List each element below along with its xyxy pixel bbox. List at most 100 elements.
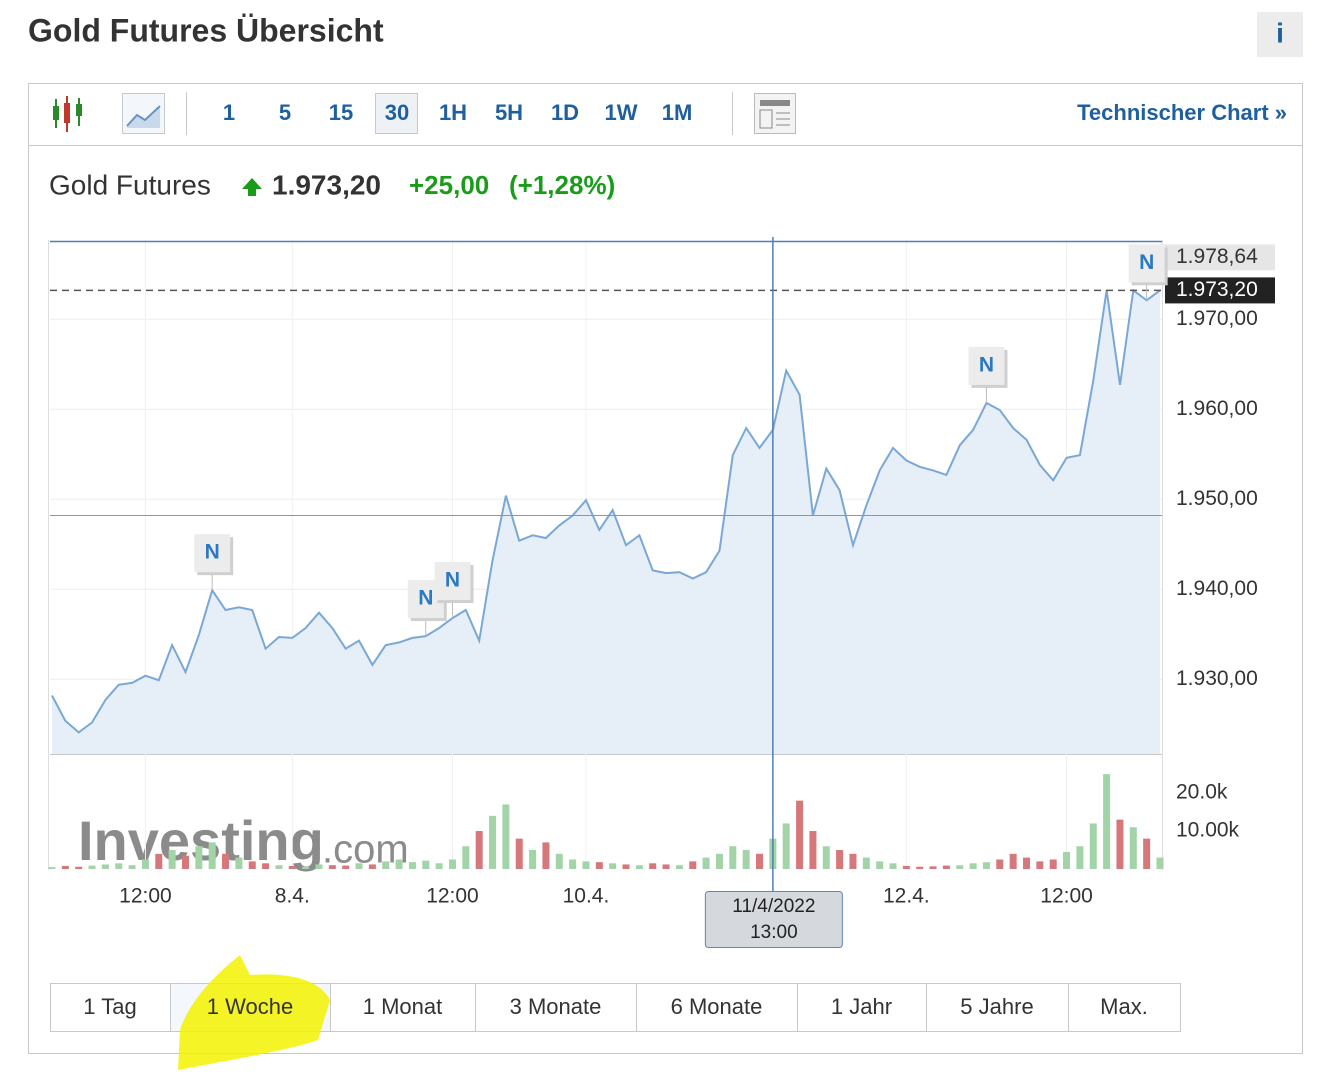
range-label[interactable]: 5 Jahre bbox=[960, 994, 1033, 1019]
interval-button[interactable]: 1H bbox=[439, 100, 467, 125]
volume-bar bbox=[302, 866, 310, 869]
range-label[interactable]: 1 Tag bbox=[83, 994, 136, 1019]
icon-body bbox=[64, 103, 70, 123]
technical-chart-link[interactable]: Technischer Chart » bbox=[1077, 100, 1287, 125]
volume-bar bbox=[222, 853, 230, 869]
x-tick-label: 8.4. bbox=[275, 885, 310, 908]
interval-button[interactable]: 1M bbox=[662, 100, 693, 125]
volume-bar bbox=[756, 853, 764, 869]
range-button[interactable] bbox=[797, 983, 927, 1032]
volume-bar bbox=[982, 862, 990, 869]
volume-bar bbox=[595, 862, 603, 869]
volume-bar bbox=[1036, 861, 1044, 869]
volume-bar bbox=[1103, 774, 1111, 869]
volume-bar bbox=[262, 863, 270, 869]
volume-bar bbox=[729, 846, 737, 869]
volume-bar bbox=[1143, 838, 1151, 869]
news-marker[interactable]: N bbox=[1128, 244, 1168, 301]
interval-button[interactable]: 5H bbox=[495, 100, 523, 125]
range-label[interactable]: 1 Monat bbox=[363, 994, 443, 1019]
interval-button[interactable]: 1D bbox=[551, 100, 579, 125]
volume-bar bbox=[836, 850, 844, 869]
volume-bar bbox=[609, 863, 617, 869]
price-area bbox=[52, 290, 1160, 754]
range-button[interactable] bbox=[50, 983, 171, 1032]
range-button[interactable] bbox=[636, 983, 798, 1032]
volume-bar bbox=[395, 859, 403, 869]
interval-button[interactable]: 1W bbox=[605, 100, 638, 125]
volume-bar bbox=[1156, 857, 1164, 869]
crosshair-label: 11/4/2022 bbox=[732, 896, 815, 917]
volume-bar bbox=[916, 866, 924, 869]
crosshair-label: 13:00 bbox=[750, 922, 798, 943]
quote-change: +25,00 bbox=[409, 170, 489, 200]
range-label[interactable]: 1 Woche bbox=[207, 994, 293, 1019]
range-button[interactable] bbox=[1068, 983, 1181, 1032]
volume-bar bbox=[315, 864, 323, 869]
news-label: N bbox=[418, 587, 433, 610]
volume-bar bbox=[942, 865, 950, 869]
range-button[interactable] bbox=[475, 983, 637, 1032]
x-tick-label: 10.4. bbox=[563, 885, 610, 908]
range-label[interactable]: 3 Monate bbox=[510, 994, 602, 1019]
volume-bar bbox=[569, 859, 577, 869]
news-box bbox=[434, 562, 471, 601]
volume-bar bbox=[75, 866, 83, 869]
interval-button[interactable]: 30 bbox=[375, 93, 418, 134]
volume-bar bbox=[649, 863, 657, 869]
volume-bar bbox=[529, 850, 537, 869]
line-icon[interactable] bbox=[122, 93, 165, 134]
crosshair-label-bg bbox=[704, 891, 843, 948]
y-tick-label: 1.970,00 bbox=[1176, 307, 1258, 330]
x-tick-label: 12.4. bbox=[883, 885, 930, 908]
volume-bar bbox=[929, 866, 937, 869]
interval-label: 1 bbox=[223, 100, 235, 125]
quote-line: Gold Futures 1.973,20 +25,00 (+1,28%) bbox=[49, 169, 615, 200]
volume-bar bbox=[1089, 823, 1097, 869]
news-marker[interactable]: N bbox=[434, 562, 474, 619]
y-tick-label: 1.930,00 bbox=[1176, 667, 1258, 690]
news-marker[interactable]: N bbox=[194, 534, 234, 591]
volume-bar bbox=[742, 850, 750, 869]
volume-bar bbox=[515, 838, 523, 869]
volume-bar bbox=[689, 861, 697, 869]
range-button[interactable] bbox=[926, 983, 1069, 1032]
interval-button[interactable]: 1 bbox=[223, 100, 235, 125]
volume-bar bbox=[635, 865, 643, 869]
volume-bar bbox=[195, 846, 203, 869]
news-box bbox=[968, 346, 1005, 385]
interval-button[interactable]: 15 bbox=[329, 100, 353, 125]
range-label[interactable]: Max. bbox=[1100, 994, 1148, 1019]
range-labels: 1 Tag 1 Woche 1 Monat 3 Monate 6 Monate 1 Jah… bbox=[83, 994, 1148, 1019]
last-label-bg bbox=[1165, 277, 1275, 304]
range-button[interactable] bbox=[330, 983, 476, 1032]
candle-icon[interactable] bbox=[53, 96, 82, 132]
layout-icon[interactable] bbox=[754, 93, 796, 134]
news-label: N bbox=[205, 541, 220, 564]
volume-bar bbox=[662, 864, 670, 869]
volume-bar bbox=[555, 853, 563, 869]
info-button[interactable]: i bbox=[1257, 12, 1303, 57]
news-marker[interactable]: N bbox=[968, 346, 1008, 403]
volume-bar bbox=[155, 853, 163, 869]
volume-bar bbox=[675, 865, 683, 869]
interval-label: 5H bbox=[495, 100, 523, 125]
range-label[interactable]: 1 Jahr bbox=[831, 994, 892, 1019]
interval-button[interactable]: 5 bbox=[279, 100, 291, 125]
interval-label: 1D bbox=[551, 100, 579, 125]
volume-bar bbox=[101, 864, 109, 869]
range-label[interactable]: 6 Monate bbox=[671, 994, 763, 1019]
volume-bar bbox=[48, 867, 56, 869]
volume-bar bbox=[969, 863, 977, 869]
last-label: 1.973,20 bbox=[1176, 278, 1258, 301]
y-tick-label: 1.950,00 bbox=[1176, 487, 1258, 510]
volume-bar bbox=[181, 855, 189, 869]
interval-bar: 1 5 15 30 1H 5H 1D 1W 1M bbox=[223, 93, 693, 134]
page-title: Gold Futures Übersicht bbox=[28, 12, 384, 48]
volume-bar bbox=[809, 831, 817, 869]
news-box bbox=[1128, 244, 1165, 283]
quote-price: 1.973,20 bbox=[272, 169, 381, 200]
icon-body bbox=[76, 104, 82, 116]
volume-bar bbox=[582, 861, 590, 869]
